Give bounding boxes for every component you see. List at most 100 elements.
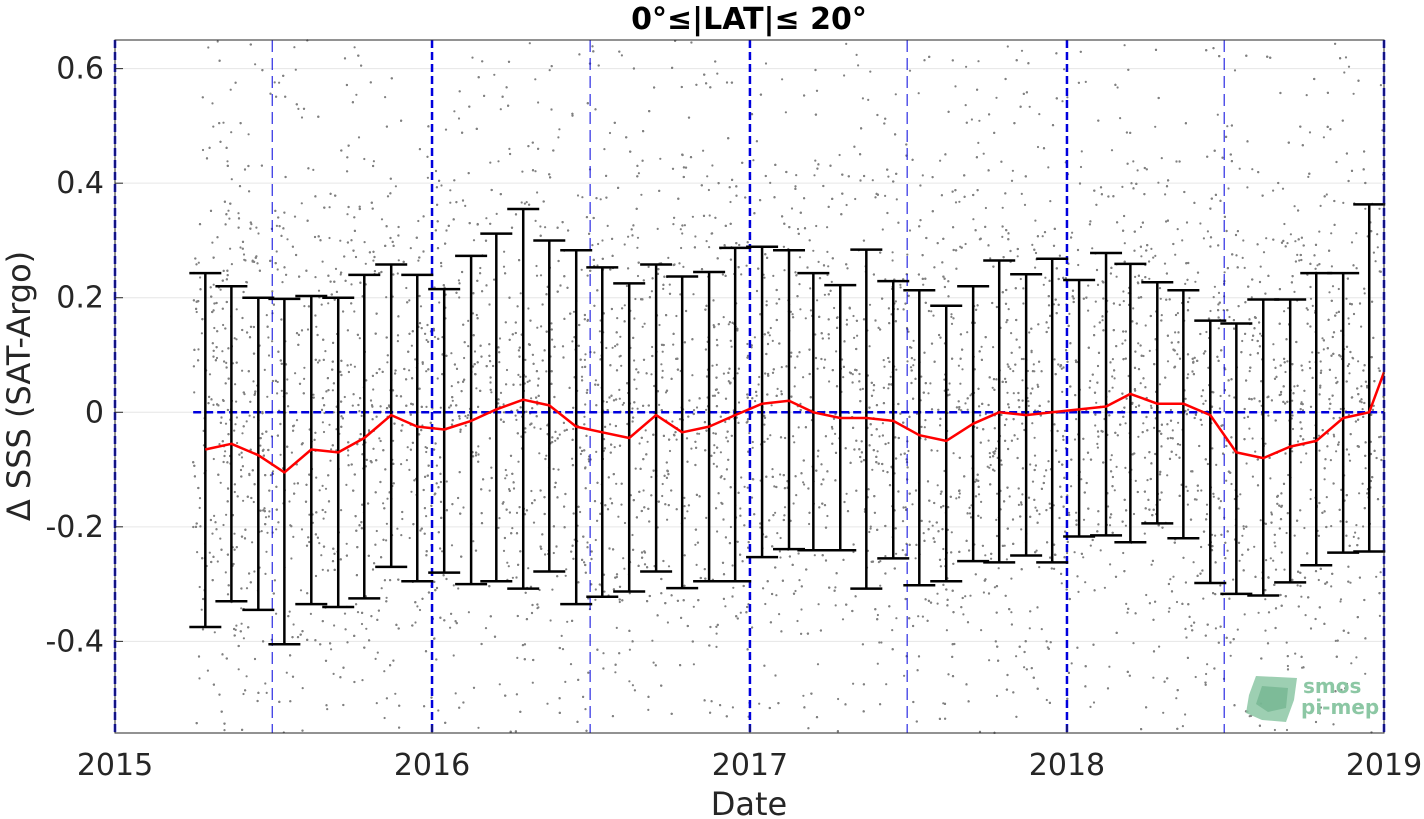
scatter-point bbox=[467, 319, 470, 322]
scatter-point bbox=[1257, 611, 1260, 614]
scatter-point bbox=[1317, 434, 1321, 437]
scatter-point bbox=[1214, 534, 1217, 537]
scatter-point bbox=[1330, 585, 1333, 588]
scatter-point bbox=[602, 652, 605, 655]
scatter-point bbox=[551, 588, 554, 591]
scatter-point bbox=[464, 204, 467, 207]
scatter-point bbox=[1214, 627, 1217, 630]
scatter-point bbox=[315, 476, 318, 479]
scatter-point bbox=[666, 518, 669, 521]
scatter-point bbox=[1227, 187, 1230, 190]
scatter-point bbox=[581, 196, 584, 199]
scatter-point bbox=[982, 152, 985, 155]
scatter-point bbox=[1015, 655, 1018, 658]
scatter-point bbox=[1122, 300, 1125, 303]
scatter-point bbox=[1011, 169, 1015, 172]
scatter-point bbox=[1032, 363, 1035, 366]
scatter-point bbox=[907, 330, 910, 333]
scatter-point bbox=[713, 444, 716, 447]
scatter-point bbox=[1332, 433, 1335, 436]
scatter-point bbox=[340, 509, 343, 512]
scatter-point bbox=[1355, 656, 1358, 659]
scatter-point bbox=[221, 350, 224, 353]
scatter-point bbox=[980, 629, 983, 632]
scatter-point bbox=[887, 175, 890, 178]
scatter-point bbox=[1200, 395, 1203, 398]
scatter-point bbox=[454, 692, 457, 695]
scatter-point bbox=[1358, 492, 1361, 495]
scatter-point bbox=[386, 497, 389, 500]
scatter-point bbox=[1038, 113, 1041, 116]
scatter-point bbox=[637, 172, 641, 175]
scatter-point bbox=[694, 543, 697, 546]
scatter-point bbox=[581, 366, 584, 369]
scatter-point bbox=[526, 380, 529, 383]
scatter-point bbox=[868, 345, 871, 348]
scatter-point bbox=[1145, 593, 1148, 597]
scatter-point bbox=[1139, 225, 1143, 229]
scatter-point bbox=[557, 468, 560, 471]
scatter-point bbox=[1305, 452, 1308, 455]
scatter-point bbox=[322, 430, 326, 434]
scatter-point bbox=[328, 206, 331, 209]
scatter-point bbox=[1034, 219, 1037, 222]
scatter-point bbox=[245, 587, 249, 590]
scatter-point bbox=[485, 217, 488, 220]
scatter-point bbox=[715, 632, 718, 635]
scatter-point bbox=[571, 457, 574, 460]
scatter-point bbox=[1028, 627, 1031, 630]
scatter-point bbox=[1064, 277, 1067, 280]
scatter-point bbox=[235, 400, 238, 403]
scatter-point bbox=[939, 159, 942, 162]
scatter-point bbox=[964, 104, 967, 107]
scatter-point bbox=[1359, 704, 1362, 707]
scatter-point bbox=[467, 611, 470, 614]
scatter-point bbox=[479, 266, 482, 270]
scatter-point bbox=[279, 453, 282, 456]
scatter-point bbox=[715, 363, 718, 366]
scatter-point bbox=[861, 97, 865, 100]
scatter-point bbox=[1293, 205, 1296, 208]
scatter-point bbox=[271, 470, 275, 473]
scatter-point bbox=[970, 118, 974, 121]
scatter-point bbox=[1149, 404, 1153, 407]
scatter-point bbox=[230, 178, 233, 181]
scatter-point bbox=[962, 613, 965, 616]
scatter-point bbox=[303, 366, 306, 369]
scatter-point bbox=[977, 493, 981, 496]
scatter-point bbox=[489, 161, 492, 164]
scatter-point bbox=[1132, 307, 1135, 310]
scatter-point bbox=[954, 85, 957, 88]
scatter-point bbox=[732, 586, 735, 589]
scatter-point bbox=[716, 72, 719, 75]
scatter-point bbox=[240, 622, 243, 625]
scatter-point bbox=[908, 229, 912, 232]
scatter-point bbox=[763, 276, 766, 279]
scatter-point bbox=[1264, 442, 1267, 445]
scatter-point bbox=[353, 46, 356, 49]
scatter-point bbox=[778, 298, 781, 301]
scatter-point bbox=[452, 584, 455, 587]
scatter-point bbox=[921, 615, 925, 618]
scatter-point bbox=[995, 96, 998, 99]
scatter-point bbox=[1028, 105, 1031, 108]
scatter-point bbox=[764, 602, 767, 606]
scatter-point bbox=[1150, 563, 1153, 566]
scatter-point bbox=[260, 530, 263, 533]
scatter-point bbox=[530, 489, 533, 493]
scatter-point bbox=[780, 366, 783, 369]
scatter-point bbox=[809, 287, 812, 290]
scatter-point bbox=[923, 426, 926, 429]
scatter-point bbox=[320, 303, 323, 306]
scatter-point bbox=[1264, 629, 1267, 632]
scatter-point bbox=[1350, 241, 1354, 244]
scatter-point bbox=[252, 500, 255, 504]
scatter-point bbox=[891, 629, 894, 632]
scatter-point bbox=[200, 608, 203, 611]
scatter-point bbox=[292, 535, 295, 539]
scatter-point bbox=[633, 359, 636, 362]
scatter-point bbox=[802, 481, 805, 484]
scatter-point bbox=[680, 246, 683, 250]
scatter-point bbox=[1300, 595, 1303, 598]
scatter-point bbox=[795, 174, 798, 177]
